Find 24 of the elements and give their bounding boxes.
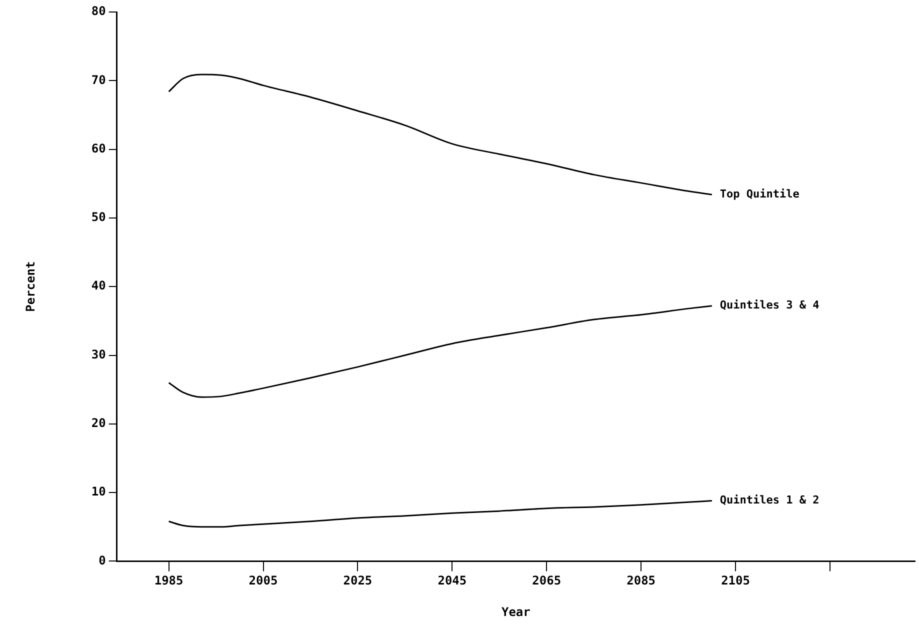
line-series	[168, 500, 713, 528]
y-tick-label: 30	[91, 347, 106, 362]
x-tick-label: 1985	[154, 574, 184, 588]
series-label: Quintiles 1 & 2	[720, 494, 820, 507]
y-tick-label: 20	[91, 416, 106, 430]
y-axis-title: Percent	[23, 261, 38, 312]
y-tick-label: 10	[91, 484, 106, 499]
x-tick-label: 2105	[721, 574, 750, 588]
line-series	[168, 74, 713, 196]
x-tick-label: 2085	[626, 574, 656, 588]
x-tick-label: 2025	[343, 574, 372, 588]
y-tick-label: 70	[91, 72, 106, 87]
y-tick-label: 0	[98, 553, 106, 568]
y-tick-label: 50	[91, 210, 106, 224]
y-tick-label: 80	[91, 4, 106, 18]
line-series	[168, 305, 713, 398]
series-label: Top Quintile	[720, 187, 800, 200]
x-tick-label: 2045	[438, 574, 467, 588]
x-tick-label: 2005	[248, 574, 278, 588]
x-axis-title: Year	[501, 604, 530, 619]
y-tick-label: 40	[91, 278, 106, 293]
y-tick-label: 60	[91, 141, 106, 156]
series-label: Quintiles 3 & 4	[720, 298, 820, 312]
x-tick-label: 2065	[532, 574, 562, 588]
